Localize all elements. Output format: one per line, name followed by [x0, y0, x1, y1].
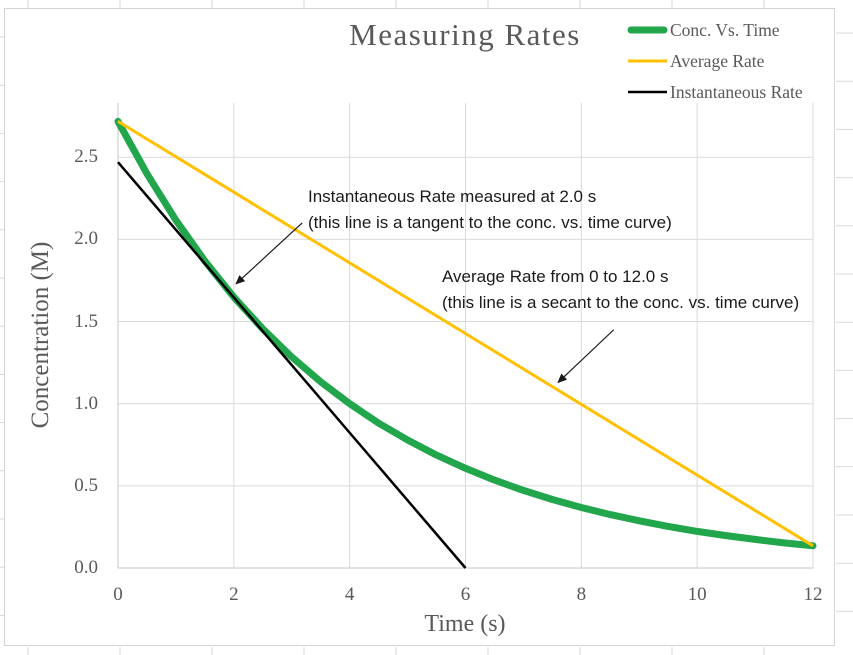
- x-tick-label: 0: [113, 584, 123, 605]
- annotation-line: Instantaneous Rate measured at 2.0 s: [308, 187, 597, 206]
- y-tick-label: 1.0: [74, 392, 98, 414]
- x-tick-label: 6: [460, 584, 471, 605]
- legend-line-swatch-green: [627, 26, 668, 34]
- annotation-secant-note: Average Rate from 0 to 12.0 s (this line…: [442, 264, 799, 316]
- y-tick-label: 1.5: [74, 310, 98, 332]
- x-axis-title: Time (s): [424, 611, 506, 637]
- series-average-rate: [117, 120, 814, 548]
- annotation-arrow: [235, 222, 303, 285]
- legend-item-average-rate: Average Rate: [627, 50, 764, 72]
- y-tick-label: 2.5: [74, 146, 98, 168]
- annotation-line: Average Rate from 0 to 12.0 s: [442, 267, 669, 286]
- y-tick-label: 0.0: [74, 557, 98, 578]
- x-tick-label: 2: [229, 584, 239, 605]
- legend-label: Average Rate: [670, 50, 765, 71]
- legend-line-swatch-black: [628, 90, 667, 94]
- annotation-tangent-note: Instantaneous Rate measured at 2.0 s (th…: [308, 184, 672, 236]
- y-tick-label: 2.0: [74, 228, 98, 250]
- legend-item-instantaneous-rate: Instantaneous Rate: [627, 81, 803, 103]
- x-tick-label: 4: [344, 584, 355, 605]
- x-tick-label: 8: [576, 584, 587, 605]
- annotation-line: (this line is a secant to the conc. vs. …: [442, 293, 800, 312]
- legend-label: Conc. Vs. Time: [670, 19, 780, 40]
- x-tick-label: 10: [687, 584, 707, 605]
- legend-label: Instantaneous Rate: [670, 81, 803, 102]
- legend-item-conc-vs-time: Conc. Vs. Time: [627, 19, 780, 41]
- chart-title: Measuring Rates: [349, 17, 581, 52]
- x-tick-label: 12: [803, 584, 823, 605]
- legend-line-swatch-yellow: [628, 59, 667, 63]
- annotation-arrow: [557, 329, 615, 384]
- chart-frame: [4, 8, 835, 646]
- series-instantaneous-rate: [117, 161, 467, 569]
- annotation-line: (this line is a tangent to the conc. vs.…: [308, 213, 672, 232]
- y-tick-label: 0.5: [74, 474, 98, 496]
